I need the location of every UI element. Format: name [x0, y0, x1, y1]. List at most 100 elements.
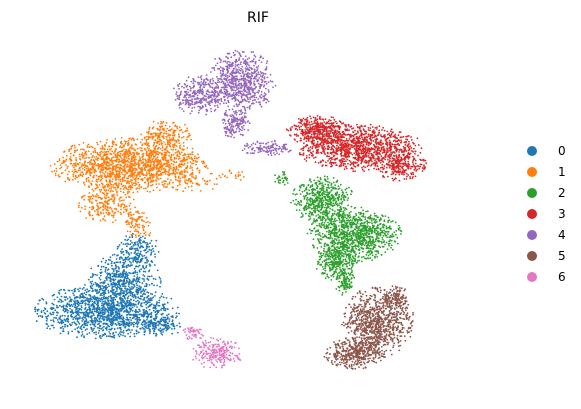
point-cluster-0-860	[157, 324, 160, 326]
point-cluster-0-1169	[107, 316, 110, 319]
point-cluster-0-1135	[78, 290, 80, 293]
point-cluster-1-536	[130, 181, 133, 184]
point-cluster-1-4	[102, 151, 104, 154]
point-cluster-1-1031	[137, 161, 140, 164]
point-cluster-1-722	[49, 165, 52, 167]
point-cluster-0-1077	[60, 319, 63, 322]
point-cluster-0-1040	[107, 299, 109, 302]
point-cluster-2-178	[391, 220, 394, 223]
point-cluster-0-430	[147, 291, 150, 294]
point-cluster-1-821	[167, 161, 170, 164]
point-cluster-1-905	[93, 156, 96, 158]
point-cluster-0-1542	[111, 264, 113, 267]
point-cluster-0-718	[33, 308, 36, 310]
point-cluster-0-1735	[122, 253, 125, 256]
point-cluster-1-1253	[173, 166, 176, 169]
point-cluster-0-614	[84, 324, 87, 326]
point-cluster-0-1827	[123, 276, 126, 278]
point-cluster-1-1478	[118, 176, 120, 179]
point-cluster-1-872	[180, 151, 183, 154]
point-cluster-0-1906	[121, 248, 124, 251]
point-cluster-1-1137	[182, 164, 185, 166]
point-cluster-0-2107	[166, 328, 169, 331]
point-cluster-0-958	[35, 320, 38, 322]
point-cluster-0-1339	[134, 318, 137, 320]
point-cluster-1-898	[121, 161, 124, 164]
point-cluster-1-1569	[172, 145, 174, 148]
point-cluster-0-1151	[135, 308, 137, 311]
point-cluster-0-102	[61, 300, 64, 303]
point-cluster-1-2110	[234, 175, 237, 178]
point-cluster-0-1319	[94, 337, 97, 340]
point-cluster-1-1154	[155, 165, 158, 168]
point-cluster-0-1154	[127, 328, 130, 331]
point-cluster-0-1102	[139, 310, 141, 312]
point-cluster-2-309	[373, 212, 376, 215]
point-cluster-0-521	[98, 306, 101, 309]
point-cluster-1-1230	[59, 164, 62, 166]
point-cluster-0-715	[122, 289, 124, 292]
point-cluster-1-1861	[95, 199, 98, 202]
point-cluster-1-926	[171, 186, 174, 189]
point-cluster-2-670	[390, 244, 393, 247]
point-cluster-1-682	[120, 137, 123, 139]
point-cluster-1-2083	[181, 170, 184, 173]
point-cluster-2-262	[361, 222, 363, 225]
point-cluster-0-2121	[170, 323, 173, 326]
point-cluster-1-305	[90, 153, 92, 155]
point-cluster-1-1220	[150, 167, 153, 170]
point-cluster-2-165	[384, 215, 387, 218]
point-cluster-1-754	[162, 171, 165, 174]
point-cluster-1-1146	[118, 178, 120, 181]
point-cluster-0-1761	[89, 276, 92, 278]
point-cluster-1-278	[59, 167, 61, 170]
point-cluster-0-1211	[56, 311, 58, 314]
point-cluster-1-1482	[182, 154, 184, 157]
point-cluster-1-1599	[168, 125, 171, 128]
point-cluster-0-169	[120, 333, 122, 336]
point-cluster-0-1839	[136, 281, 139, 283]
point-cluster-1-2070	[197, 184, 200, 186]
point-cluster-2-577	[388, 242, 391, 245]
point-cluster-0-1385	[87, 290, 90, 293]
point-cluster-0-1248	[109, 294, 112, 297]
point-cluster-0-957	[82, 286, 85, 289]
point-cluster-0-2044	[151, 245, 154, 248]
point-cluster-1-1406	[181, 160, 184, 163]
point-cluster-0-1330	[90, 311, 93, 314]
point-cluster-1-804	[145, 152, 148, 155]
point-cluster-1-1672	[170, 128, 173, 131]
point-cluster-0-1309	[73, 316, 75, 319]
point-cluster-0-1395	[104, 322, 107, 325]
point-cluster-1-1452	[184, 180, 186, 183]
point-cluster-1-1807	[117, 203, 120, 205]
point-cluster-1-1795	[113, 197, 116, 199]
point-cluster-2-544	[362, 213, 365, 216]
point-cluster-0-1873	[98, 297, 101, 300]
point-cluster-0-1726	[104, 269, 107, 271]
point-cluster-1-637	[100, 174, 102, 177]
point-cluster-2-73	[385, 241, 388, 244]
point-cluster-0-1889	[124, 256, 127, 259]
point-cluster-1-1328	[130, 157, 133, 160]
point-cluster-1-1778	[108, 187, 111, 190]
point-cluster-1-914	[92, 159, 95, 162]
point-cluster-2-467	[348, 235, 351, 238]
point-cluster-1-1719	[161, 153, 164, 156]
point-cluster-1-1183	[111, 141, 114, 144]
point-cluster-1-1920	[127, 215, 130, 218]
point-cluster-0-1778	[115, 283, 118, 286]
point-cluster-2-631	[332, 220, 335, 223]
point-cluster-0-1387	[97, 326, 99, 329]
point-cluster-0-1545	[127, 265, 130, 267]
point-cluster-1-463	[174, 178, 177, 181]
point-cluster-0-728	[124, 287, 127, 290]
point-cluster-0-180	[93, 327, 95, 330]
point-cluster-0-1564	[90, 282, 93, 285]
point-cluster-0-1834	[132, 286, 135, 289]
point-cluster-0-1340	[116, 308, 119, 310]
point-cluster-0-2135	[164, 325, 167, 328]
point-cluster-1-1686	[161, 125, 164, 128]
point-cluster-1-2006	[135, 220, 138, 223]
point-cluster-0-1272	[128, 322, 131, 324]
